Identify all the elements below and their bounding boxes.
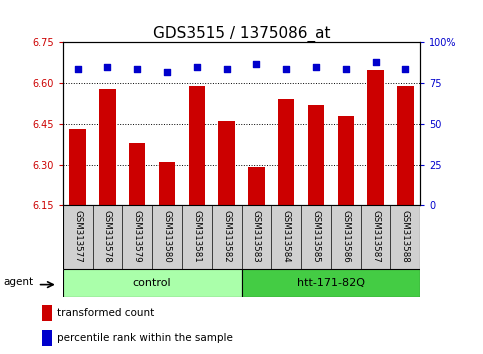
Point [372, 59, 380, 65]
Bar [218, 121, 235, 205]
Text: GSM313580: GSM313580 [163, 210, 171, 263]
Bar [397, 86, 413, 205]
Bar [242, 269, 420, 297]
Bar [308, 105, 324, 205]
Point [104, 64, 112, 70]
Point [401, 66, 409, 72]
Text: GSM313578: GSM313578 [103, 210, 112, 263]
Bar [42, 305, 53, 321]
Text: GSM313584: GSM313584 [282, 210, 291, 263]
Bar [99, 88, 115, 205]
Point [253, 61, 260, 67]
Title: GDS3515 / 1375086_at: GDS3515 / 1375086_at [153, 26, 330, 42]
Point [282, 66, 290, 72]
Text: GSM313583: GSM313583 [252, 210, 261, 263]
Bar [248, 167, 265, 205]
Bar [42, 330, 53, 346]
Point [312, 64, 320, 70]
Point [342, 66, 350, 72]
Point [133, 66, 141, 72]
Bar [70, 129, 86, 205]
Bar [159, 162, 175, 205]
Text: percentile rank within the sample: percentile rank within the sample [57, 333, 233, 343]
Point [193, 64, 201, 70]
Bar [338, 116, 354, 205]
Text: GSM313577: GSM313577 [73, 210, 82, 263]
Text: control: control [133, 278, 171, 288]
Text: transformed count: transformed count [57, 308, 154, 318]
Text: GSM313581: GSM313581 [192, 210, 201, 263]
Bar [368, 70, 384, 205]
Text: agent: agent [3, 277, 33, 287]
Point [163, 69, 171, 75]
Text: GSM313579: GSM313579 [133, 210, 142, 263]
Text: GSM313588: GSM313588 [401, 210, 410, 263]
Text: GSM313586: GSM313586 [341, 210, 350, 263]
Bar [189, 86, 205, 205]
Text: htt-171-82Q: htt-171-82Q [297, 278, 365, 288]
Text: GSM313587: GSM313587 [371, 210, 380, 263]
Text: GSM313585: GSM313585 [312, 210, 320, 263]
Bar [129, 143, 145, 205]
Bar [63, 269, 242, 297]
Text: GSM313582: GSM313582 [222, 210, 231, 263]
Bar [278, 99, 294, 205]
Point [74, 66, 82, 72]
Point [223, 66, 230, 72]
